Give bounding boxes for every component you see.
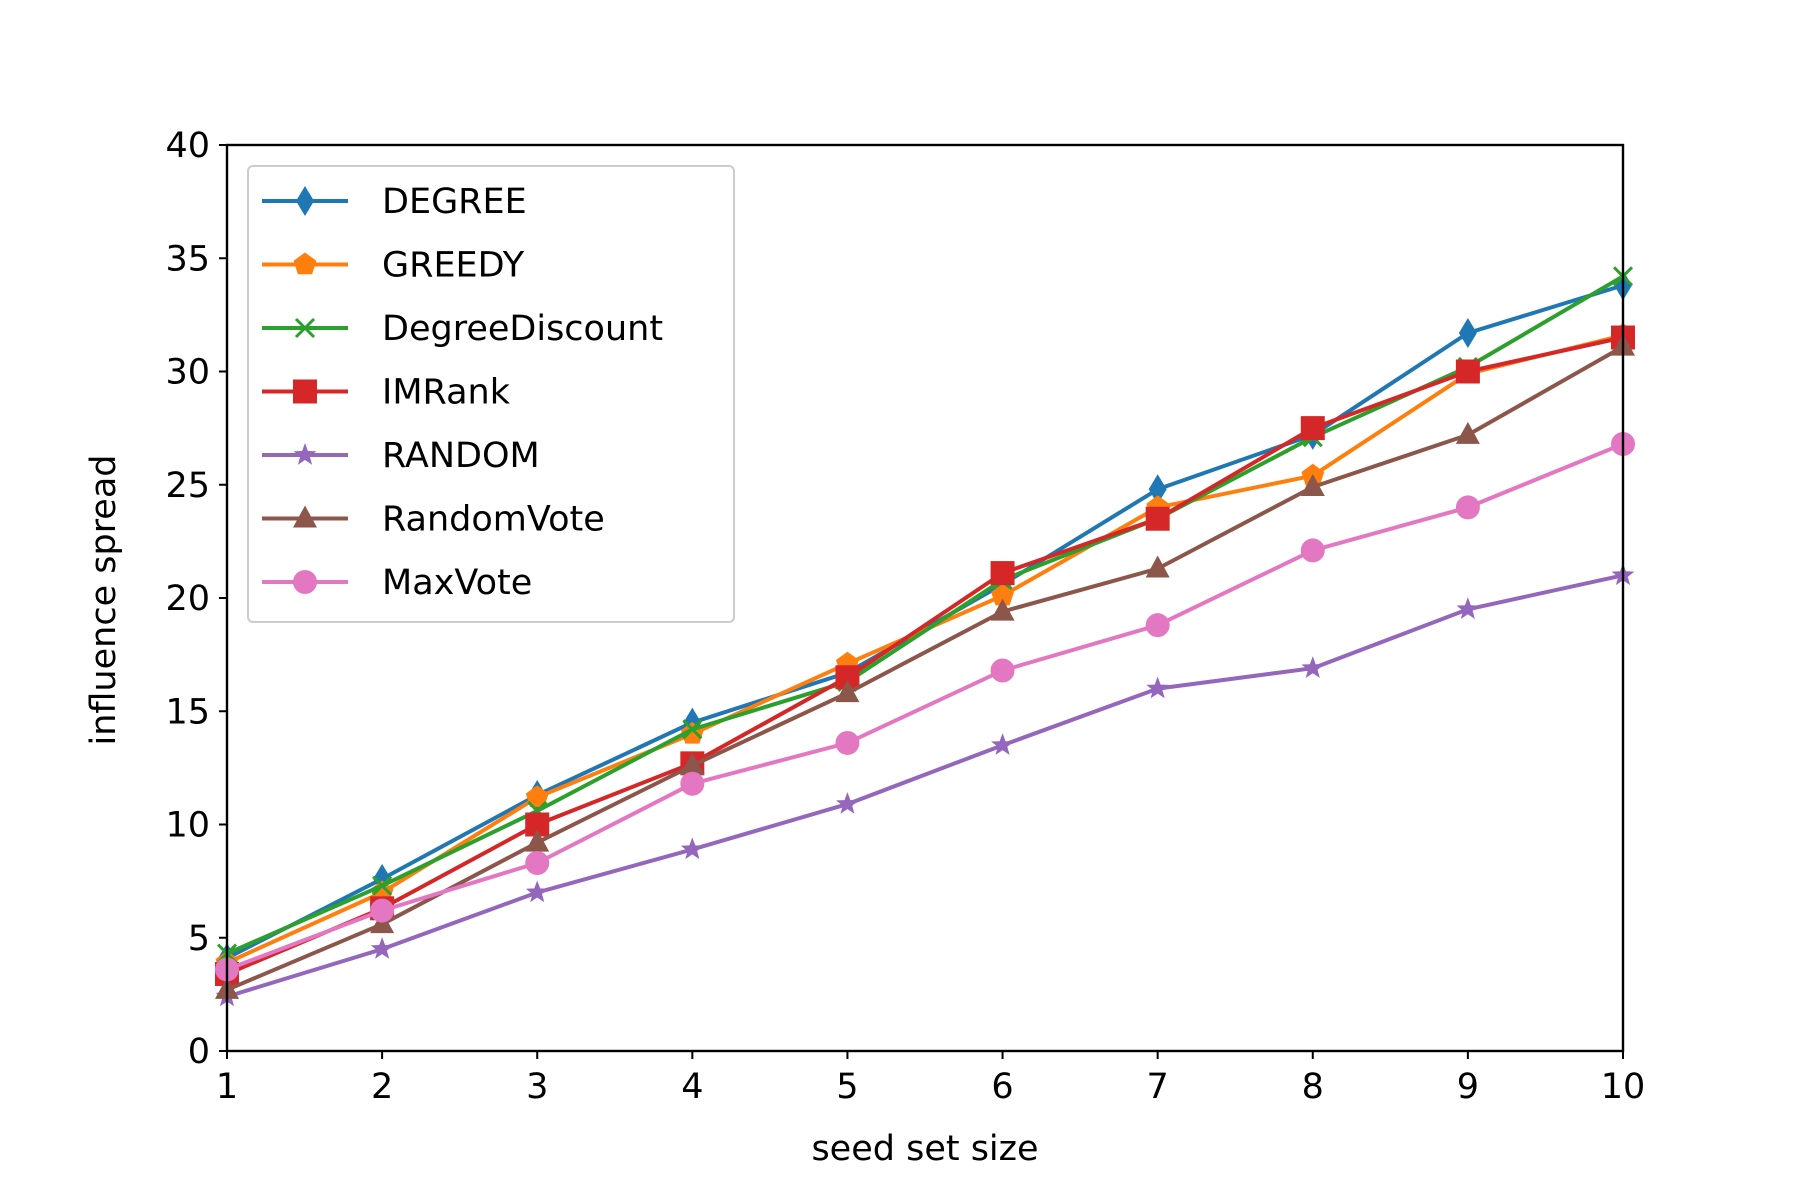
- data-point: [990, 561, 1015, 586]
- legend-entry-randomvote: RandomVote: [262, 500, 605, 540]
- x-tick-label: 10: [1601, 1067, 1646, 1107]
- data-point: [1145, 506, 1170, 531]
- y-tick-label: 20: [165, 579, 210, 619]
- data-point: [680, 771, 705, 796]
- legend-entry-random: RANDOM: [262, 436, 540, 476]
- legend: DEGREE GREEDY DegreeDiscount IMRank RANDOM Ra…: [247, 165, 735, 623]
- legend-marker: [293, 570, 317, 594]
- x-tick-label: 2: [371, 1067, 393, 1107]
- legend-entry-imrank: IMRank: [262, 373, 511, 413]
- legend-marker: [293, 443, 317, 465]
- legend-marker: [293, 252, 317, 275]
- legend-label: DEGREE: [382, 182, 527, 222]
- data-point: [370, 898, 395, 923]
- data-point: [680, 752, 705, 775]
- x-tick-label: 4: [681, 1067, 703, 1107]
- y-tick-label: 35: [165, 239, 210, 279]
- data-point: [990, 598, 1015, 621]
- data-point: [1145, 555, 1170, 578]
- y-tick-label: 5: [188, 919, 210, 959]
- legend-entry-greedy: GREEDY: [262, 246, 525, 286]
- legend-marker: [296, 186, 314, 216]
- series-line: [226, 442, 1624, 972]
- legend-label: IMRank: [382, 373, 511, 413]
- data-point: [525, 829, 550, 852]
- data-point: [1301, 656, 1325, 678]
- data-point: [835, 680, 860, 703]
- y-tick-label: 30: [165, 353, 210, 393]
- legend-entry-degreediscount: DegreeDiscount: [262, 309, 663, 349]
- data-point: [525, 785, 549, 807]
- legend-label: DegreeDiscount: [382, 309, 663, 349]
- data-point: [682, 719, 703, 740]
- x-tick-label: 8: [1302, 1067, 1324, 1107]
- data-point: [1455, 421, 1480, 444]
- data-point: [1145, 613, 1170, 638]
- data-point: [525, 880, 549, 903]
- data-point: [1146, 676, 1170, 699]
- y-tick-label: 10: [165, 806, 210, 846]
- x-axis-ticks: 1 2 3 4 5 6 7 8 9 10: [216, 1051, 1645, 1107]
- data-point: [1458, 317, 1477, 348]
- series-line: [226, 335, 1624, 976]
- plot-frame: [225, 143, 1625, 1053]
- legend-box: [247, 165, 735, 623]
- y-tick-label: 40: [165, 126, 210, 166]
- data-point: [835, 730, 860, 755]
- legend-label: RANDOM: [382, 436, 540, 476]
- data-point: [1455, 359, 1480, 384]
- data-point: [525, 851, 550, 876]
- legend-label: MaxVote: [382, 563, 532, 603]
- series-line: [226, 274, 1625, 956]
- data-point: [370, 937, 394, 959]
- x-tick-label: 9: [1457, 1067, 1479, 1107]
- x-tick-label: 5: [836, 1067, 858, 1107]
- y-axis-ticks: 0 5 10 15 20 25 30 35 40: [165, 126, 227, 1072]
- data-point: [1300, 474, 1325, 497]
- y-tick-label: 15: [165, 692, 210, 732]
- y-tick-label: 25: [165, 466, 210, 506]
- data-point: [1300, 416, 1325, 441]
- data-point: [836, 792, 859, 814]
- legend-entry-maxvote: MaxVote: [262, 563, 532, 603]
- x-tick-label: 3: [526, 1067, 548, 1107]
- x-tick-label: 1: [216, 1067, 238, 1107]
- data-point: [991, 733, 1014, 755]
- x-tick-label: 6: [991, 1067, 1013, 1107]
- series-line: [226, 344, 1624, 992]
- data-point: [1148, 474, 1167, 505]
- x-tick-label: 7: [1147, 1067, 1169, 1107]
- data-point: [1300, 538, 1325, 563]
- x-axis-label: seed set size: [811, 1129, 1038, 1169]
- data-point: [990, 658, 1015, 683]
- plot-area: [215, 266, 1635, 1007]
- series-maxvote: [215, 431, 1635, 982]
- data-point: [991, 583, 1014, 606]
- data-point: [1456, 597, 1480, 619]
- legend-label: GREEDY: [382, 246, 525, 286]
- legend-label: RandomVote: [382, 500, 605, 540]
- data-point: [372, 875, 393, 896]
- legend-marker: [293, 379, 317, 404]
- series-line: [226, 573, 1624, 999]
- legend-entry-degree: DEGREE: [262, 182, 527, 222]
- data-point: [680, 837, 704, 860]
- y-axis-label: influence spread: [84, 454, 124, 745]
- legend-marker: [294, 317, 316, 339]
- y-tick-label: 0: [188, 1032, 210, 1072]
- data-point: [1455, 495, 1480, 520]
- legend-marker: [293, 505, 317, 528]
